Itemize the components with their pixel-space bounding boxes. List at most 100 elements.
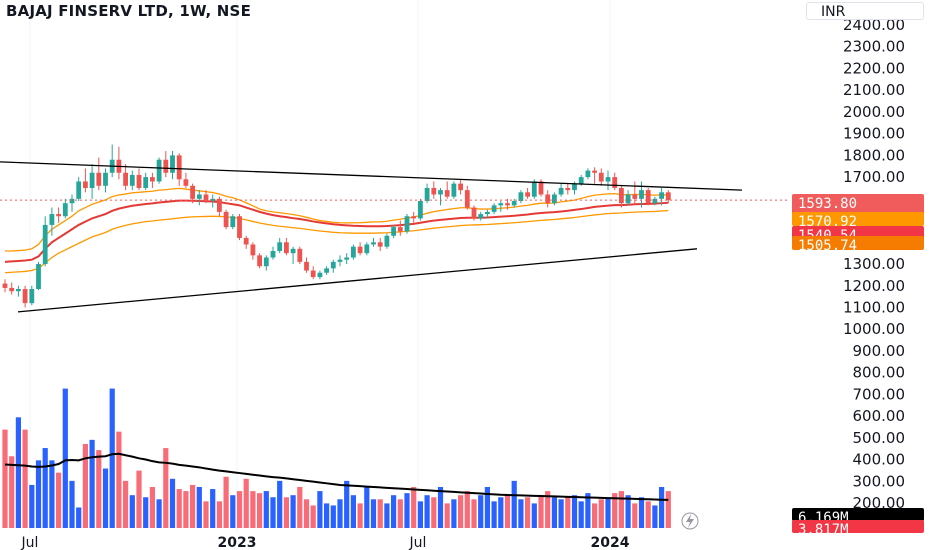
volume-bar	[484, 487, 490, 528]
volume-bar	[665, 491, 671, 528]
volume-bar	[196, 487, 202, 528]
volume-bar	[324, 503, 330, 528]
volume-bar	[176, 489, 182, 528]
candle-body	[665, 192, 671, 201]
volume-bar	[444, 503, 450, 528]
volume-bar	[156, 499, 162, 528]
candle-body	[210, 198, 216, 202]
price-tick-label: 1900.00	[843, 125, 905, 143]
candle-body	[384, 235, 390, 247]
volume-bar	[659, 487, 665, 528]
volume-bar	[491, 501, 497, 528]
candle-body	[143, 177, 149, 188]
candle-body	[659, 192, 664, 199]
candle-body	[257, 255, 262, 267]
price-tick-label: 800.00	[853, 364, 906, 382]
ema-slow-badge-text: 1505.74	[798, 238, 857, 254]
candle-body	[270, 250, 276, 258]
ema-mid-line	[4, 199, 669, 263]
volume-bar	[56, 472, 62, 528]
candle-body	[96, 172, 102, 186]
price-tick-label: 300.00	[853, 472, 906, 490]
volume-bar	[283, 497, 289, 528]
candle-body	[377, 242, 383, 247]
volume-bar	[210, 489, 216, 528]
volume-bar	[471, 499, 477, 528]
chart-title: BAJAJ FINSERV LTD, 1W, NSE	[6, 2, 252, 20]
time-tick-label: 2023	[218, 535, 257, 550]
volume-bar	[511, 480, 517, 528]
candle-body	[391, 227, 396, 236]
volume-bar	[377, 499, 383, 528]
volume-bar	[538, 495, 544, 528]
volume-bar	[558, 499, 564, 528]
candle-body	[558, 187, 564, 195]
price-axis[interactable]: 2400.00 2300.00 2200.00 2100.00 2000.00 1900.…	[843, 16, 905, 512]
price-tick-label: 1700.00	[843, 168, 905, 186]
lower-trendline[interactable]	[17, 248, 698, 313]
volume-bar	[337, 499, 343, 528]
candle-body	[397, 227, 403, 232]
volume-bar	[2, 429, 8, 528]
volume-bar	[310, 505, 316, 528]
currency-selector[interactable]: INR	[806, 2, 924, 20]
candle-body	[424, 187, 430, 202]
candle-body	[136, 174, 142, 188]
volume-bar	[652, 505, 658, 528]
last-price-badge-text: 1593.80	[798, 196, 857, 212]
volume-bar	[638, 497, 645, 528]
ema-fast-line	[5, 187, 669, 252]
volume-bar	[169, 478, 176, 528]
candle-body	[518, 192, 524, 202]
candle-body	[491, 205, 497, 212]
volume-bar	[49, 460, 55, 528]
volume-bar	[297, 487, 303, 528]
candle-body	[243, 237, 249, 245]
time-axis[interactable]: Jul 2023 Jul 2024	[21, 535, 630, 550]
candle-body	[451, 183, 457, 197]
candle-body	[464, 190, 470, 208]
candle-body	[364, 244, 370, 254]
volume-pane	[2, 388, 671, 528]
volume-bar	[350, 495, 356, 528]
volume-bar	[149, 487, 155, 528]
candles-pane	[2, 144, 671, 308]
lightning-icon[interactable]	[681, 512, 699, 530]
candle-body	[263, 257, 269, 267]
volume-bar	[42, 448, 48, 528]
volume-bar	[565, 497, 571, 528]
candle-body	[531, 181, 537, 197]
candle-body	[203, 194, 209, 202]
candle-body	[317, 272, 323, 278]
candle-body	[330, 261, 336, 269]
candle-body	[304, 261, 309, 271]
volume-bar	[391, 495, 397, 528]
price-tick-label: 2200.00	[843, 59, 905, 77]
volume-bar	[498, 497, 504, 528]
volume-bar	[243, 478, 249, 528]
volume-bar	[645, 501, 651, 528]
volume-bar	[531, 503, 537, 528]
volume-bar	[330, 505, 336, 528]
time-tick-label: Jul	[409, 535, 427, 550]
upper-trendline[interactable]	[0, 161, 743, 191]
volume-bar	[123, 480, 129, 528]
volume-bar	[625, 495, 631, 528]
volume-bar	[190, 484, 196, 528]
candle-body	[572, 183, 577, 191]
price-tick-label: 2100.00	[843, 81, 905, 99]
candle-body	[619, 187, 624, 204]
candle-body	[511, 201, 517, 206]
candle-body	[632, 194, 638, 199]
candle-body	[545, 194, 551, 204]
volume-bar	[424, 495, 430, 528]
candle-body	[62, 203, 68, 217]
candle-body	[170, 155, 175, 173]
candle-body	[418, 201, 423, 219]
candle-body	[639, 190, 644, 199]
volume-bar	[344, 480, 350, 528]
volume-bar	[404, 493, 410, 528]
volume-bar	[397, 499, 403, 528]
volume-bar	[357, 503, 363, 528]
